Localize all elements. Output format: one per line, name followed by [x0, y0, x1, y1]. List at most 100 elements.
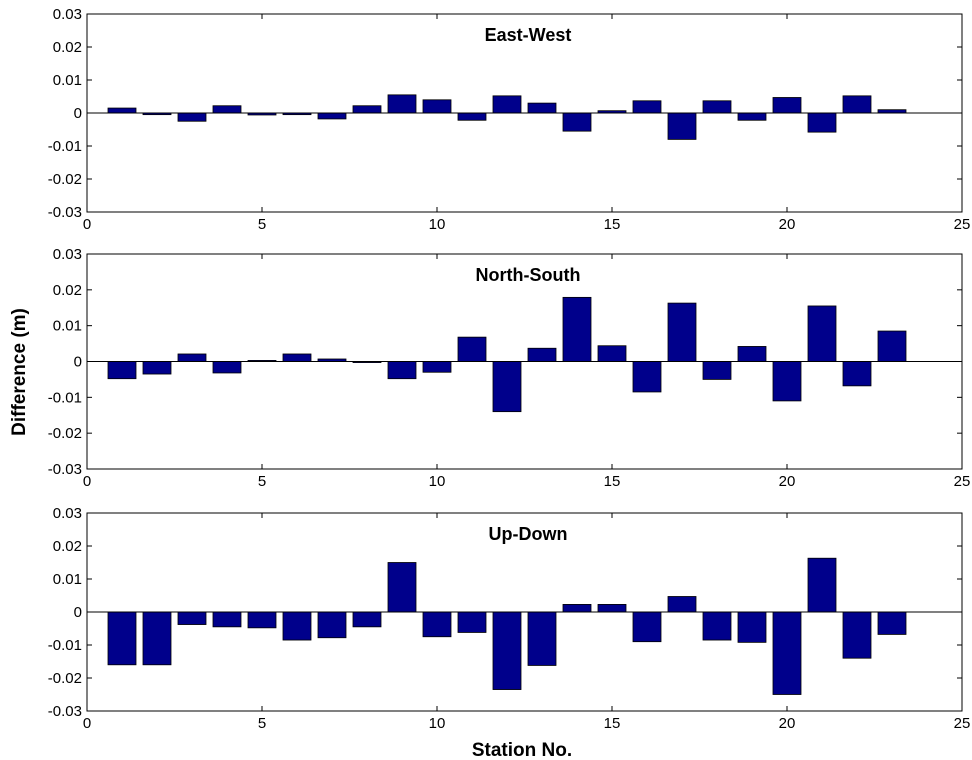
up-down-bar-station-2 — [142, 611, 172, 666]
east-west-bar-station-9 — [387, 94, 417, 114]
east-west-bar-station-13 — [527, 102, 557, 114]
up-down-bar-station-1 — [107, 611, 137, 666]
north-south-bar-station-21 — [807, 305, 837, 362]
up-down-bar-station-14 — [562, 604, 592, 613]
north-south-y-tick-label: 0.02 — [53, 282, 82, 299]
up-down-bar-station-18 — [702, 611, 732, 641]
east-west-x-tick-label: 10 — [429, 216, 446, 233]
east-west-bar-station-20 — [772, 97, 802, 114]
north-south-x-tick-label: 25 — [954, 473, 971, 490]
north-south-y-tick-label: 0.03 — [53, 246, 82, 263]
north-south-bar-station-1 — [107, 361, 137, 380]
east-west-bar-station-14 — [562, 112, 592, 132]
east-west-x-tick-label: 20 — [779, 216, 796, 233]
up-down-x-tick-label: 10 — [429, 715, 446, 732]
north-south-x-tick-label: 15 — [604, 473, 621, 490]
up-down-x-tick-label: 15 — [604, 715, 621, 732]
up-down-bar-station-12 — [492, 611, 522, 690]
east-west-bar-station-22 — [842, 95, 872, 114]
north-south-bar-station-6 — [282, 353, 312, 362]
up-down-bar-station-19 — [737, 611, 767, 643]
up-down-panel: 0 5 10 15 20 25 0.03 0.02 0.01 0 -0.01 -0.02 -0.03 Up… — [48, 505, 971, 732]
up-down-y-tick-label: -0.03 — [48, 703, 82, 720]
up-down-bar-station-13 — [527, 611, 557, 666]
east-west-y-tick-label: -0.01 — [48, 138, 82, 155]
east-west-y-tick-label: -0.03 — [48, 204, 82, 221]
north-south-x-tick-label: 5 — [258, 473, 266, 490]
east-west-y-tick-label: 0 — [74, 105, 82, 122]
east-west-panel: 0 5 10 15 20 25 0.03 0.02 0.01 0 -0.01 -0.02 -0.03 Ea… — [48, 6, 971, 233]
up-down-bar-station-7 — [317, 611, 347, 639]
east-west-bar-station-11 — [457, 112, 487, 121]
up-down-x-tick-label: 25 — [954, 715, 971, 732]
north-south-x-tick-label: 0 — [83, 473, 91, 490]
east-west-x-tick-label: 25 — [954, 216, 971, 233]
east-west-x-tick-label: 0 — [83, 216, 91, 233]
north-south-bar-station-9 — [387, 361, 417, 380]
up-down-y-tick-label: 0.03 — [53, 505, 82, 522]
up-down-panel-title: Up-Down — [489, 524, 568, 544]
up-down-bar-station-21 — [807, 557, 837, 613]
east-west-bar-station-12 — [492, 95, 522, 114]
north-south-y-tick-label: 0 — [74, 354, 82, 371]
north-south-bar-station-16 — [632, 361, 662, 393]
east-west-y-tick-label: 0.01 — [53, 72, 82, 89]
east-west-bar-station-7 — [317, 112, 347, 120]
up-down-x-tick-label: 5 — [258, 715, 266, 732]
north-south-bar-station-10 — [422, 361, 452, 373]
up-down-bar-station-5 — [247, 611, 277, 629]
east-west-bar-station-1 — [107, 107, 137, 114]
east-west-bar-station-10 — [422, 99, 452, 114]
north-south-bar-station-15 — [597, 345, 627, 362]
east-west-bar-station-16 — [632, 100, 662, 114]
north-south-bar-station-4 — [212, 361, 242, 374]
up-down-y-tick-label: -0.02 — [48, 670, 82, 687]
up-down-bar-station-23 — [877, 611, 907, 635]
up-down-y-tick-label: -0.01 — [48, 637, 82, 654]
north-south-bar-station-22 — [842, 361, 872, 387]
east-west-x-tick-label: 5 — [258, 216, 266, 233]
east-west-bar-station-3 — [177, 112, 207, 122]
north-south-panel-title: North-South — [476, 265, 581, 285]
up-down-x-tick-label: 0 — [83, 715, 91, 732]
up-down-bar-station-10 — [422, 611, 452, 638]
up-down-bar-station-4 — [212, 611, 242, 628]
north-south-y-tick-label: -0.03 — [48, 461, 82, 478]
north-south-bar-station-13 — [527, 347, 557, 362]
north-south-y-tick-label: -0.02 — [48, 425, 82, 442]
north-south-x-tick-label: 10 — [429, 473, 446, 490]
north-south-bar-station-18 — [702, 361, 732, 380]
east-west-bar-station-19 — [737, 112, 767, 121]
north-south-bar-station-17 — [667, 302, 697, 362]
north-south-y-tick-label: 0.01 — [53, 318, 82, 335]
up-down-bar-station-16 — [632, 611, 662, 643]
north-south-bar-station-2 — [142, 361, 172, 375]
north-south-panel: 0 5 10 15 20 25 0.03 0.02 0.01 0 -0.01 -0.02 -0.03 No… — [48, 246, 971, 490]
x-axis-title: Station No. — [472, 740, 572, 760]
north-south-bar-station-14 — [562, 296, 592, 362]
up-down-x-tick-label: 20 — [779, 715, 796, 732]
east-west-bar-station-4 — [212, 105, 242, 114]
north-south-y-tick-label: -0.01 — [48, 389, 82, 406]
north-south-bar-station-23 — [877, 330, 907, 362]
north-south-bar-station-11 — [457, 336, 487, 362]
up-down-y-tick-label: 0 — [74, 604, 82, 621]
up-down-bar-station-3 — [177, 611, 207, 625]
east-west-bar-station-8 — [352, 105, 382, 114]
up-down-bar-station-8 — [352, 611, 382, 628]
east-west-y-tick-label: 0.02 — [53, 39, 82, 56]
north-south-bar-station-12 — [492, 361, 522, 413]
east-west-x-tick-label: 15 — [604, 216, 621, 233]
up-down-y-tick-label: 0.02 — [53, 538, 82, 555]
east-west-bar-station-18 — [702, 100, 732, 114]
east-west-y-tick-label: -0.02 — [48, 171, 82, 188]
north-south-bar-station-20 — [772, 361, 802, 402]
up-down-bar-station-15 — [597, 604, 627, 613]
north-south-bar-station-19 — [737, 346, 767, 362]
north-south-bar-station-3 — [177, 353, 207, 362]
up-down-bar-station-17 — [667, 596, 697, 613]
up-down-bar-station-6 — [282, 611, 312, 641]
north-south-x-tick-label: 20 — [779, 473, 796, 490]
up-down-y-tick-label: 0.01 — [53, 571, 82, 588]
